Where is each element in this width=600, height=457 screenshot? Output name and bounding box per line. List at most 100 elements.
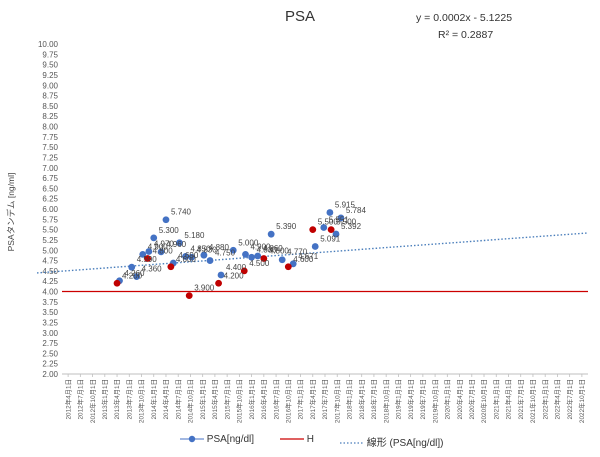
psa-point (206, 257, 214, 264)
psa-point (200, 251, 208, 259)
x-tick-label: 2014年1月1日 (149, 379, 158, 420)
y-axis-label: PSAタンデム [ng/ml] (6, 173, 16, 252)
y-tick-label: 5.00 (42, 246, 58, 255)
x-tick-label: 2016年7月1日 (271, 379, 280, 420)
y-tick-label: 4.00 (42, 288, 58, 297)
red-point (215, 279, 222, 287)
legend-label-h: H (306, 434, 315, 445)
y-tick-label: 9.00 (42, 81, 58, 90)
y-tick-label: 3.00 (42, 329, 58, 338)
x-tick-label: 2013年10月1日 (137, 379, 146, 423)
y-tick-label: 7.50 (42, 143, 58, 152)
y-tick-label: 6.25 (42, 195, 58, 204)
data-label: 5.740 (171, 208, 192, 217)
y-tick-label: 6.00 (42, 205, 58, 214)
x-tick-label: 2016年1月1日 (247, 379, 256, 420)
x-tick-label: 2017年7月1日 (320, 379, 329, 420)
psa-point (145, 248, 153, 255)
data-label: 4.400 (226, 263, 247, 272)
data-label: 4.880 (209, 243, 230, 252)
x-tick-label: 2018年1月1日 (345, 379, 354, 420)
x-tick-label: 2016年10月1日 (284, 379, 293, 423)
y-tick-label: 8.00 (42, 123, 58, 132)
x-tick-label: 2018年7月1日 (369, 379, 378, 420)
data-label: 4.590 (137, 255, 158, 264)
x-tick-label: 2022年4月1日 (553, 379, 562, 420)
data-label: 4.900 (250, 242, 271, 251)
data-label: 5.551 (329, 216, 350, 225)
red-point (284, 263, 292, 271)
red-point (167, 263, 175, 271)
x-tick-label: 2015年4月1日 (210, 379, 219, 420)
psa-point (176, 239, 183, 247)
data-label: 4.800 (153, 247, 174, 256)
psa-point (320, 224, 328, 231)
red-point (240, 267, 248, 275)
x-tick-label: 2017年4月1日 (308, 379, 317, 420)
red-point (260, 255, 268, 262)
psa-point (217, 271, 225, 279)
psa-point (254, 252, 262, 260)
y-tick-label: 2.00 (42, 370, 58, 379)
x-tick-label: 2015年7月1日 (222, 379, 231, 420)
x-tick-label: 2018年4月1日 (357, 379, 366, 420)
y-tick-label: 6.50 (42, 184, 58, 193)
data-label: 4.671 (298, 252, 319, 261)
y-tick-label: 10.00 (38, 40, 59, 49)
x-tick-label: 2021年4月1日 (504, 379, 513, 420)
y-tick-label: 9.25 (42, 71, 58, 80)
data-label: 5.392 (341, 222, 362, 231)
data-label: 5.180 (184, 231, 205, 240)
x-tick-label: 2016年4月1日 (259, 379, 268, 420)
data-label: 5.915 (335, 201, 356, 210)
x-tick-label: 2012年4月1日 (63, 379, 72, 420)
psa-point (182, 253, 189, 260)
psa-point (242, 250, 249, 258)
x-tick-label: 2013年1月1日 (100, 379, 109, 420)
x-tick-label: 2018年10月1日 (381, 379, 390, 423)
red-point (185, 292, 193, 300)
points-group (113, 209, 345, 300)
x-tick-label: 2021年1月1日 (491, 379, 500, 420)
y-tick-label: 8.50 (42, 102, 58, 111)
y-tick-label: 3.50 (42, 308, 58, 317)
y-tick-label: 5.75 (42, 215, 58, 224)
red-point (309, 226, 317, 234)
y-tick-label: 9.50 (42, 61, 58, 70)
psa-point (278, 256, 286, 264)
data-label: 4.900 (148, 242, 169, 251)
data-label: 5.390 (276, 222, 297, 231)
data-label: 5.000 (238, 238, 259, 247)
r-squared: R² = 0.2887 (438, 29, 494, 41)
data-label: 4.260 (124, 269, 145, 278)
data-label: 5.500 (336, 218, 357, 227)
psa-point (337, 214, 345, 222)
data-label: 4.770 (287, 248, 308, 257)
red-point (144, 255, 152, 262)
x-tick-label: 2017年10月1日 (332, 379, 341, 423)
axes: 2.002.25 2.502.753.00 3.253.503.754.00 4.25… (38, 40, 588, 423)
x-tick-label: 2020年7月1日 (467, 379, 476, 420)
data-label: 4.690 (178, 251, 199, 260)
x-tick-label: 2015年10月1日 (235, 379, 244, 423)
psa-point (150, 234, 158, 242)
psa-point (248, 253, 256, 261)
psa-point (229, 246, 237, 254)
x-tick-label: 2022年1月1日 (540, 379, 549, 420)
y-tick-label: 3.25 (42, 318, 58, 327)
y-tick-label: 4.25 (42, 277, 58, 286)
x-tick-label: 2022年7月1日 (565, 379, 574, 420)
data-label: 4.200 (122, 271, 143, 280)
psa-point (267, 230, 275, 238)
y-tick-label: 7.00 (42, 164, 58, 173)
y-tick-label: 7.75 (42, 133, 58, 142)
psa-point (162, 216, 170, 224)
x-tick-label: 2017年1月1日 (296, 379, 305, 420)
data-label: 4.830 (257, 245, 278, 254)
y-tick-label: 2.25 (42, 360, 58, 369)
y-tick-label: 7.25 (42, 153, 58, 162)
data-labels-group: 4.2604.5904.3604.9004.9705.3004.9605.740… (122, 201, 366, 293)
data-label: 5.091 (320, 234, 341, 243)
data-label: 4.750 (215, 249, 236, 258)
x-tick-label: 2012年10月1日 (88, 379, 97, 423)
